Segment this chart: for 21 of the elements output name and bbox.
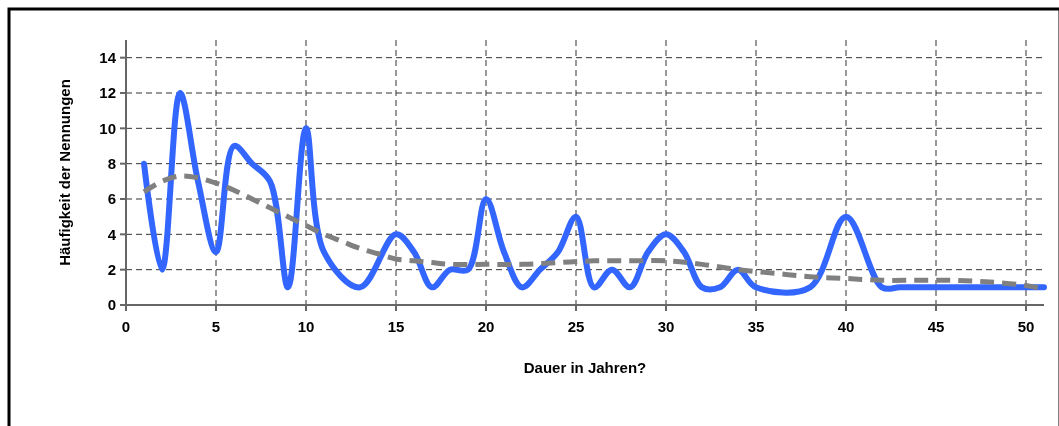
x-tick-label: 5 bbox=[211, 318, 221, 335]
y-tick-label: 2 bbox=[107, 260, 116, 278]
y-tick-label: 0 bbox=[107, 296, 116, 314]
x-axis-title: Dauer in Jahren? bbox=[523, 359, 647, 376]
y-tick-label: 12 bbox=[99, 84, 116, 102]
x-tick-label: 15 bbox=[387, 318, 405, 335]
y-tick-label: 10 bbox=[99, 119, 116, 137]
x-tick-label: 20 bbox=[477, 318, 495, 335]
x-tick-label: 45 bbox=[927, 318, 945, 335]
x-tick-label: 35 bbox=[747, 318, 765, 335]
y-tick-label: 4 bbox=[107, 225, 117, 243]
x-tick-label: 10 bbox=[297, 318, 315, 335]
y-tick-label: 8 bbox=[107, 154, 116, 172]
y-axis-title: Häufigkeit der Nennungen bbox=[56, 79, 73, 266]
x-tick-label: 40 bbox=[837, 318, 855, 335]
x-tick-label: 50 bbox=[1017, 318, 1035, 335]
y-tick-label: 6 bbox=[107, 190, 116, 208]
x-tick-label: 25 bbox=[567, 318, 585, 335]
y-tick-label: 14 bbox=[99, 48, 117, 66]
x-tick-label: 30 bbox=[657, 318, 675, 335]
x-tick-label: 0 bbox=[121, 318, 131, 335]
